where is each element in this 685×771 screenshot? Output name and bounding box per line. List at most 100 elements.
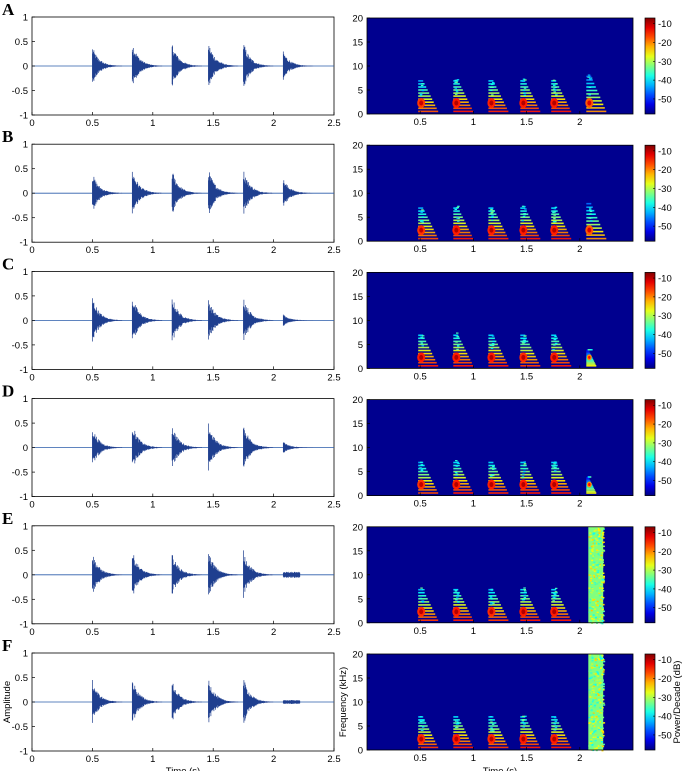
harmonic-streak	[586, 487, 595, 490]
burst-speck	[553, 218, 556, 220]
waveform-burst-3	[171, 683, 202, 720]
burst-speck	[492, 730, 495, 732]
noise-speck	[593, 561, 596, 564]
colorbar-tick-label: -50	[658, 222, 672, 233]
burst-speck	[421, 90, 425, 92]
spectrogram-ytick-label: 20	[352, 395, 363, 406]
harmonic-streak	[453, 467, 462, 470]
noise-speck	[599, 736, 602, 739]
spectrogram-xtick-label: 1.5	[520, 499, 533, 510]
harmonic-streak	[453, 610, 469, 612]
harmonic-streak	[488, 734, 503, 736]
waveform-ytick-label: -1	[20, 365, 28, 376]
waveform-xtick-label: 1	[150, 118, 155, 129]
harmonic-streak	[488, 595, 497, 597]
noise-speck	[591, 606, 594, 608]
harmonic-streak	[453, 92, 465, 94]
noise-speck	[592, 689, 594, 691]
harmonic-streak	[453, 340, 462, 343]
burst-speck	[455, 89, 458, 91]
burst-speck	[456, 344, 460, 346]
spectrogram-burst-3	[487, 588, 509, 621]
noise-speck	[601, 668, 604, 670]
noise-speck	[592, 555, 595, 557]
burst-peak	[552, 482, 557, 488]
noise-speck	[595, 681, 598, 684]
burst-speck	[419, 94, 423, 96]
spectrogram-burst-6	[586, 349, 597, 367]
noise-speck	[594, 673, 597, 675]
spectrogram-xtick-label: 1	[471, 371, 476, 382]
spectrogram-burst-4	[519, 78, 541, 113]
burst-speck	[554, 587, 558, 589]
burst-speck	[455, 81, 458, 83]
harmonic-streak	[488, 349, 501, 352]
noise-speck	[597, 675, 600, 677]
colorbar-tick-label: -20	[658, 674, 672, 685]
burst-speck	[490, 730, 493, 732]
burst-speck	[553, 84, 556, 86]
noise-speck	[602, 695, 605, 697]
burst-speck	[490, 89, 494, 91]
waveform-ytick-label: -0.5	[12, 722, 28, 733]
harmonic-streak	[488, 228, 504, 231]
spectrogram-xtick-label: 1.5	[520, 753, 533, 764]
noise-speck	[592, 620, 595, 622]
harmonic-streak	[488, 613, 506, 615]
harmonic-streak	[520, 225, 535, 228]
burst-speck	[490, 216, 494, 218]
noise-speck	[591, 744, 594, 747]
noise-speck	[591, 660, 594, 662]
noise-speck	[597, 620, 600, 622]
burst-speck	[587, 476, 591, 478]
harmonic-streak	[551, 480, 566, 482]
noise-speck	[596, 528, 598, 530]
noise-speck	[595, 616, 597, 619]
burst-speck	[457, 205, 460, 207]
noise-speck	[593, 598, 596, 601]
waveform-ytick-label: -1	[20, 492, 28, 503]
harmonic-streak	[520, 604, 533, 606]
burst-speck	[555, 94, 558, 96]
noise-speck	[594, 736, 597, 738]
burst-speck	[421, 221, 424, 223]
burst-peak	[489, 609, 494, 615]
noise-speck	[600, 721, 603, 723]
harmonic-streak	[551, 616, 570, 618]
harmonic-streak	[551, 470, 561, 473]
harmonic-streak	[418, 334, 424, 337]
spectrogram-ytick-label: 10	[352, 316, 363, 327]
noise-speck	[594, 552, 597, 555]
burst-peak	[521, 227, 526, 233]
noise-speck	[598, 591, 600, 594]
waveform-burst-2	[131, 682, 163, 721]
colorbar-tick-label: -50	[658, 730, 672, 741]
spectrogram-burst-5	[550, 79, 572, 113]
noise-speck	[592, 546, 595, 548]
burst-speck	[492, 602, 495, 604]
noise-speck	[591, 663, 594, 665]
harmonic-streak	[586, 110, 607, 113]
harmonic-streak	[551, 473, 563, 476]
noise-speck	[589, 539, 592, 541]
burst-speck	[456, 726, 459, 728]
burst-speck	[421, 83, 425, 85]
waveform-xtick-label: 0.5	[86, 627, 99, 638]
burst-speck	[421, 726, 425, 728]
burst-speck	[420, 220, 423, 222]
waveform-xtick-label: 0	[29, 627, 34, 638]
harmonic-streak	[586, 365, 597, 367]
harmonic-streak	[418, 598, 428, 600]
noise-speck	[593, 532, 596, 534]
noise-speck	[599, 537, 602, 540]
spectrogram-ytick-label: 15	[352, 165, 363, 176]
waveform-xtick-label: 1	[150, 500, 155, 511]
noise-speck	[591, 727, 593, 730]
burst-speck	[489, 595, 493, 597]
harmonic-streak	[488, 619, 509, 621]
harmonic-streak	[551, 107, 570, 110]
harmonic-streak	[551, 604, 564, 606]
noise-speck	[594, 739, 597, 742]
waveform-burst-4	[208, 680, 239, 723]
